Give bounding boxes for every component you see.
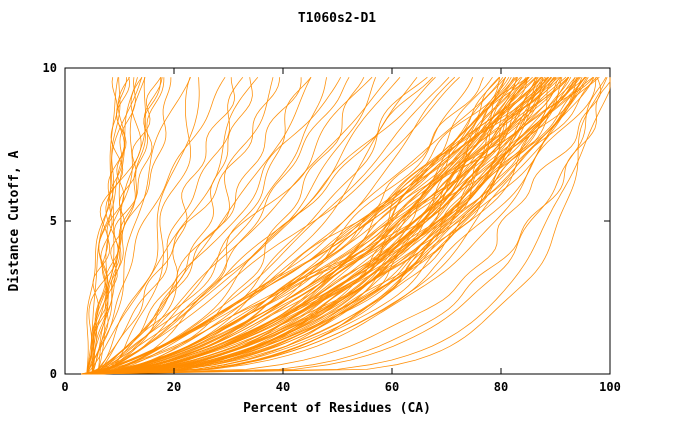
model-curve [92,77,484,375]
model-curve [97,76,450,375]
model-curve [92,76,312,375]
model-curve [97,77,342,375]
model-curve [86,77,121,375]
model-curve [81,77,501,375]
model-curve [92,76,530,375]
model-curve [97,76,570,375]
y-axis-label: Distance Cutoff, A [7,150,22,291]
model-curve [97,76,576,375]
model-curve [97,76,589,375]
x-tick-label: 60 [385,380,399,394]
model-curve [81,76,580,375]
model-curve [92,77,608,375]
x-tick-label: 40 [276,380,290,394]
model-curve [97,76,594,375]
model-curve [97,76,581,375]
model-curve [97,77,576,375]
ticks-layer: 0 20 40 60 80 100 0 5 10 [43,61,621,394]
model-curve [86,76,529,375]
model-curve [97,77,192,375]
model-curve [81,77,597,375]
model-curve [86,77,253,375]
model-curve [81,76,559,375]
model-curve [97,76,390,375]
model-curve [86,76,259,375]
model-curve [92,77,611,375]
model-curve [81,76,543,375]
model-curve [97,76,553,375]
model-curve [86,76,585,375]
model-curve [92,76,436,375]
model-curve [92,77,312,375]
x-axis-label: Percent of Residues (CA) [243,401,431,416]
model-curve [97,77,147,375]
model-curve [92,76,529,375]
model-curve [97,77,538,375]
y-tick-label: 0 [50,367,57,381]
model-curve [86,76,598,375]
model-curve [86,76,143,375]
model-curve [86,77,602,375]
model-curve [91,77,124,375]
model-curve [92,76,580,375]
model-curve [86,76,401,375]
model-curve [97,77,235,375]
model-curve [97,76,594,375]
model-curve [86,77,570,375]
y-tick-label: 10 [43,61,57,75]
model-curve [97,77,365,375]
chart-title: T1060s2-D1 [298,11,376,26]
model-curve [86,76,373,375]
model-curve [92,76,567,375]
x-tick-label: 80 [494,380,508,394]
model-curve [92,76,600,375]
model-curve [86,77,327,375]
model-curve [91,77,172,375]
model-curve [92,77,376,375]
x-tick-label: 100 [599,380,621,394]
model-curve [92,76,555,375]
model-curve [81,76,587,375]
model-curve [97,77,281,375]
model-curve [86,76,607,375]
model-curve [91,77,127,375]
model-curve [86,77,191,375]
y-tick-label: 5 [50,214,57,228]
model-curve [81,76,539,375]
model-curve [86,77,563,375]
model-curve [92,76,552,375]
model-curve [92,76,560,375]
curves-layer [81,76,611,375]
model-curve [92,76,244,375]
model-curve [91,77,143,375]
model-curve [86,76,226,375]
model-curve [81,76,569,375]
x-tick-label: 0 [61,380,68,394]
model-curve [97,77,163,375]
model-curve [86,77,162,375]
x-tick-label: 20 [167,380,181,394]
model-curve [86,76,561,375]
model-curve [86,76,418,375]
model-curve [92,76,456,375]
model-curve [97,77,611,375]
model-curve [86,77,512,375]
